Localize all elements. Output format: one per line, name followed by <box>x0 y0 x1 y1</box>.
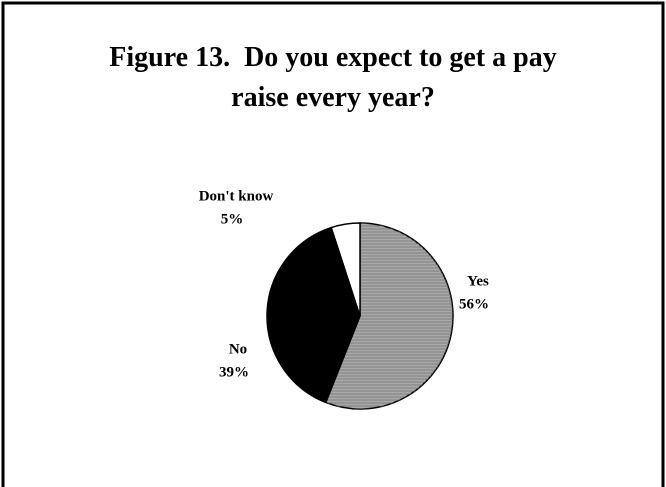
category-label: No <box>229 341 247 357</box>
value-label: 5% <box>221 211 244 227</box>
category-label: Don't know <box>199 188 274 204</box>
slice-texture <box>325 222 454 409</box>
category-label: Yes <box>467 273 489 289</box>
value-label: 56% <box>459 296 489 312</box>
chart-title: Figure 13. Do you expect to get a pay ra… <box>109 42 564 113</box>
labels: Yes 56% No 39% Don't know 5% <box>199 188 489 380</box>
slice <box>330 222 361 317</box>
slice <box>266 226 361 404</box>
pie <box>266 222 454 410</box>
value-label: 39% <box>219 364 249 380</box>
